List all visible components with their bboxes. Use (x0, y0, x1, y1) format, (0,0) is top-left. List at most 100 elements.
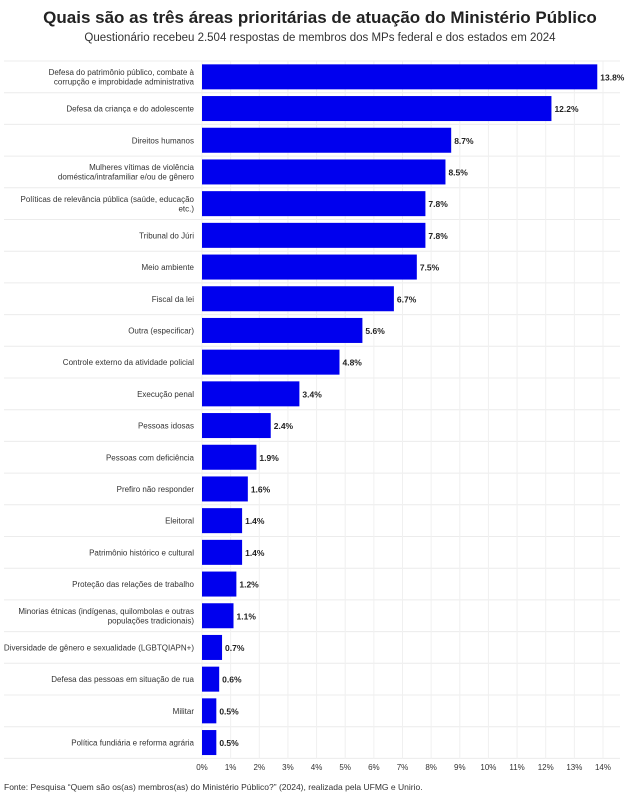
data-label: 5.6% (365, 326, 385, 336)
data-label: 0.5% (219, 738, 239, 748)
x-tick-label: 10% (480, 763, 496, 772)
bar (202, 444, 257, 470)
category-label: Mulheres vítimas de violência doméstica/i… (58, 163, 195, 182)
x-tick-label: 5% (339, 763, 351, 772)
data-label: 6.7% (397, 294, 417, 304)
category-label: Militar (173, 707, 195, 716)
x-tick-label: 2% (254, 763, 266, 772)
category-label-line: Meio ambiente (142, 263, 195, 272)
category-label: Pessoas com deficiência (106, 453, 195, 462)
x-tick-label: 13% (566, 763, 582, 772)
category-label-line: Defesa das pessoas em situação de rua (51, 675, 194, 684)
category-label-line: Defesa do patrimônio público, combate à (49, 68, 195, 77)
category-label-line: Tribunal do Júri (139, 231, 194, 240)
x-tick-label: 8% (425, 763, 437, 772)
bar (202, 349, 340, 375)
category-label: Direitos humanos (132, 136, 194, 145)
data-label: 1.6% (251, 484, 271, 494)
category-label: Defesa da criança e do adolescente (66, 105, 194, 114)
category-label: Pessoas idosas (138, 422, 194, 431)
category-label: Eleitoral (165, 517, 194, 526)
category-label: Políticas de relevância pública (saúde, … (21, 195, 195, 214)
data-label: 0.5% (219, 706, 239, 716)
x-tick-label: 1% (225, 763, 237, 772)
x-tick-label: 3% (282, 763, 294, 772)
category-label: Proteção das relações de trabalho (72, 580, 194, 589)
category-label-line: Políticas de relevância pública (saúde, … (21, 195, 195, 204)
x-tick-label: 14% (595, 763, 611, 772)
x-tick-label: 11% (509, 763, 524, 772)
bar (202, 96, 552, 122)
category-label: Fiscal da lei (152, 295, 194, 304)
category-label-line: Execução penal (137, 390, 194, 399)
data-label: 3.4% (302, 389, 322, 399)
x-tick-label: 4% (311, 763, 323, 772)
category-label: Prefiro não responder (117, 485, 195, 494)
bar (202, 634, 223, 660)
data-label: 13.8% (600, 72, 625, 82)
bar (202, 413, 271, 439)
data-label: 4.8% (342, 358, 362, 368)
data-label: 7.8% (428, 199, 448, 209)
data-label: 1.4% (245, 516, 265, 526)
bar (202, 127, 452, 153)
category-label-line: Direitos humanos (132, 136, 194, 145)
category-label-line: Defesa da criança e do adolescente (66, 105, 194, 114)
category-label: Patrimônio histórico e cultural (89, 548, 194, 557)
category-label: Controle externo da atividade policial (63, 358, 194, 367)
bar (202, 603, 234, 629)
bar (202, 222, 426, 248)
data-label: 2.4% (274, 421, 294, 431)
bar (202, 317, 363, 343)
data-label: 0.7% (225, 643, 245, 653)
x-tick-label: 12% (538, 763, 554, 772)
data-label: 7.8% (428, 231, 448, 241)
x-tick-label: 7% (397, 763, 409, 772)
data-label: 1.9% (259, 453, 279, 463)
category-label-line: Patrimônio histórico e cultural (89, 548, 194, 557)
category-label-line: doméstica/intrafamiliar e/ou de gênero (58, 173, 195, 182)
x-tick-label: 6% (368, 763, 380, 772)
category-label-line: Militar (173, 707, 195, 716)
category-label-line: Política fundiária e reforma agrária (71, 739, 194, 748)
category-label: Execução penal (137, 390, 194, 399)
category-label: Meio ambiente (142, 263, 195, 272)
category-label-line: populações tradicionais) (108, 617, 195, 626)
category-label-line: Proteção das relações de trabalho (72, 580, 194, 589)
category-label-line: corrupção e improbidade administrativa (54, 78, 195, 87)
data-label: 1.1% (237, 611, 257, 621)
bar (202, 571, 237, 597)
category-label: Minorias étnicas (indígenas, quilombolas… (18, 607, 194, 626)
category-label: Política fundiária e reforma agrária (71, 739, 194, 748)
category-label-line: Diversidade de gênero e sexualidade (LGB… (4, 643, 194, 652)
data-label: 7.5% (420, 263, 440, 273)
data-label: 8.7% (454, 136, 474, 146)
data-label: 1.2% (239, 580, 259, 590)
chart-title: Quais são as três áreas prioritárias de … (43, 8, 597, 27)
category-label-line: Prefiro não responder (117, 485, 195, 494)
bar (202, 476, 248, 502)
data-label: 8.5% (448, 167, 468, 177)
category-label: Defesa das pessoas em situação de rua (51, 675, 194, 684)
data-label: 0.6% (222, 675, 242, 685)
bar (202, 698, 217, 724)
x-tick-label: 9% (454, 763, 466, 772)
category-label-line: Eleitoral (165, 517, 194, 526)
category-label-line: Pessoas idosas (138, 422, 194, 431)
bar (202, 666, 220, 692)
category-label-line: Fiscal da lei (152, 295, 194, 304)
category-label: Outra (especificar) (128, 326, 194, 335)
bar (202, 64, 598, 90)
data-label: 12.2% (554, 104, 579, 114)
category-label-line: etc.) (178, 204, 194, 213)
category-label-line: Minorias étnicas (indígenas, quilombolas… (18, 607, 194, 616)
data-label: 1.4% (245, 548, 265, 558)
bar (202, 254, 417, 280)
x-tick-label: 0% (196, 763, 208, 772)
category-label-line: Mulheres vítimas de violência (89, 163, 194, 172)
bar (202, 508, 243, 534)
category-label-line: Pessoas com deficiência (106, 453, 195, 462)
bar (202, 730, 217, 756)
